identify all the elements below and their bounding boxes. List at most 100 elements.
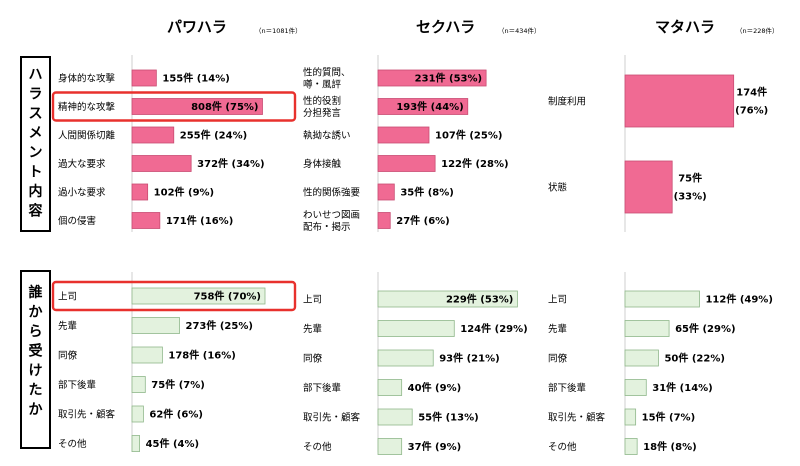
category-label: 身体接触 (303, 158, 342, 170)
bar (377, 349, 434, 367)
category-label: 状態 (548, 182, 567, 194)
n-matahara: （n＝228件） (736, 26, 779, 35)
category-label: 上司 (548, 295, 567, 306)
value-label: 174件(76%) (735, 86, 768, 117)
category-label: 性的関係強要 (303, 187, 360, 199)
value-label: 229件 (53%) (446, 293, 513, 306)
title-matahara: マタハラ (655, 18, 715, 36)
category-label: 身体的な攻撃 (58, 73, 116, 85)
bar (131, 346, 163, 364)
bar (624, 438, 638, 455)
category-label: 同僚 (548, 353, 568, 365)
bar (131, 155, 192, 172)
category-label: 人間関係切離 (58, 130, 116, 142)
category-label: 過小な要求 (58, 187, 106, 199)
value-label: 40件 (9%) (408, 381, 462, 394)
value-label: 75件(33%) (674, 172, 707, 203)
value-label: 65件 (29%) (675, 322, 735, 335)
bar (377, 155, 436, 172)
bar (377, 379, 403, 396)
value-label: 62件 (6%) (149, 408, 203, 421)
category-label: その他 (303, 441, 332, 453)
bar (377, 212, 391, 229)
category-label: 上司 (303, 295, 322, 306)
bar (624, 74, 735, 128)
category-label: 上司 (58, 292, 77, 303)
value-label: 55件 (13%) (418, 411, 478, 424)
bar (131, 126, 175, 144)
bar (624, 349, 659, 367)
bar (377, 98, 469, 115)
category-label: 取引先・顧客 (58, 409, 116, 421)
value-label: 35件 (8%) (400, 186, 454, 199)
bar (624, 379, 647, 396)
value-label: 124件 (29%) (460, 322, 527, 335)
value-label: 273件 (25%) (186, 319, 253, 332)
value-label: 27件 (6%) (396, 214, 450, 227)
value-label: 372件 (34%) (197, 157, 264, 170)
category-label: 先輩 (548, 323, 567, 335)
bar (377, 408, 413, 426)
category-label: わいせつ図画配布・掲示 (303, 210, 360, 233)
bar (377, 438, 403, 455)
value-label: 155件 (14%) (162, 72, 229, 85)
category-label: 部下後輩 (58, 379, 96, 391)
value-label: 18件 (8%) (643, 440, 697, 453)
bar (131, 376, 146, 393)
bar (624, 320, 670, 337)
category-label: 過大な要求 (58, 158, 106, 170)
value-label: 255件 (24%) (180, 129, 247, 142)
bar (131, 435, 140, 452)
highlight-box (51, 280, 297, 312)
title-pawahara: パワハラ (167, 18, 227, 36)
bar (377, 126, 430, 144)
bar (131, 212, 161, 229)
section-label-content: ハラスメント内容 (28, 67, 43, 220)
bar (377, 69, 487, 87)
value-label: 93件 (21%) (439, 352, 499, 365)
bar (377, 183, 395, 201)
bar (131, 317, 180, 334)
value-label: 122件 (28%) (441, 157, 508, 170)
bar (131, 183, 149, 201)
category-label: 先輩 (58, 320, 77, 332)
bar (624, 160, 673, 214)
bar (377, 320, 455, 337)
value-label: 193件 (44%) (396, 100, 463, 113)
bar (131, 287, 266, 305)
value-label: 75件 (7%) (151, 378, 205, 391)
section-label-who: 誰から受けたか (29, 284, 43, 418)
n-sekuhara: （n＝434件） (498, 26, 541, 35)
n-pawahara: （n＝1081件） (255, 26, 302, 35)
category-label: 同僚 (303, 353, 323, 365)
value-label: 50件 (22%) (664, 352, 724, 365)
bar (131, 98, 263, 115)
value-label: 231件 (53%) (415, 72, 482, 85)
category-label: 取引先・顧客 (303, 412, 361, 424)
category-label: 精神的な攻撃 (58, 101, 116, 113)
category-label: 部下後輩 (303, 382, 341, 394)
bar (131, 69, 157, 87)
bar (131, 405, 144, 423)
value-label: 102件 (9%) (154, 186, 214, 199)
category-label: 制度利用 (548, 96, 586, 108)
category-label: その他 (58, 438, 87, 450)
value-label: 45件 (4%) (146, 437, 200, 450)
category-label: 個の侵害 (58, 215, 96, 227)
value-label: 178件 (16%) (168, 349, 235, 362)
value-label: 15件 (7%) (642, 411, 696, 424)
category-label: 部下後輩 (548, 382, 586, 394)
value-label: 31件 (14%) (652, 381, 712, 394)
category-label: 性的役割分担発言 (303, 95, 342, 119)
section-box-content (20, 56, 51, 232)
value-label: 112件 (49%) (705, 293, 772, 306)
bar (377, 290, 518, 308)
section-box-who (20, 270, 51, 449)
category-label: 取引先・顧客 (548, 412, 606, 424)
highlight-box (51, 91, 297, 122)
value-label: 171件 (16%) (166, 214, 233, 227)
category-label: 性的質問、噂・風評 (303, 67, 351, 91)
bar (624, 290, 700, 308)
category-label: 先輩 (303, 323, 322, 335)
